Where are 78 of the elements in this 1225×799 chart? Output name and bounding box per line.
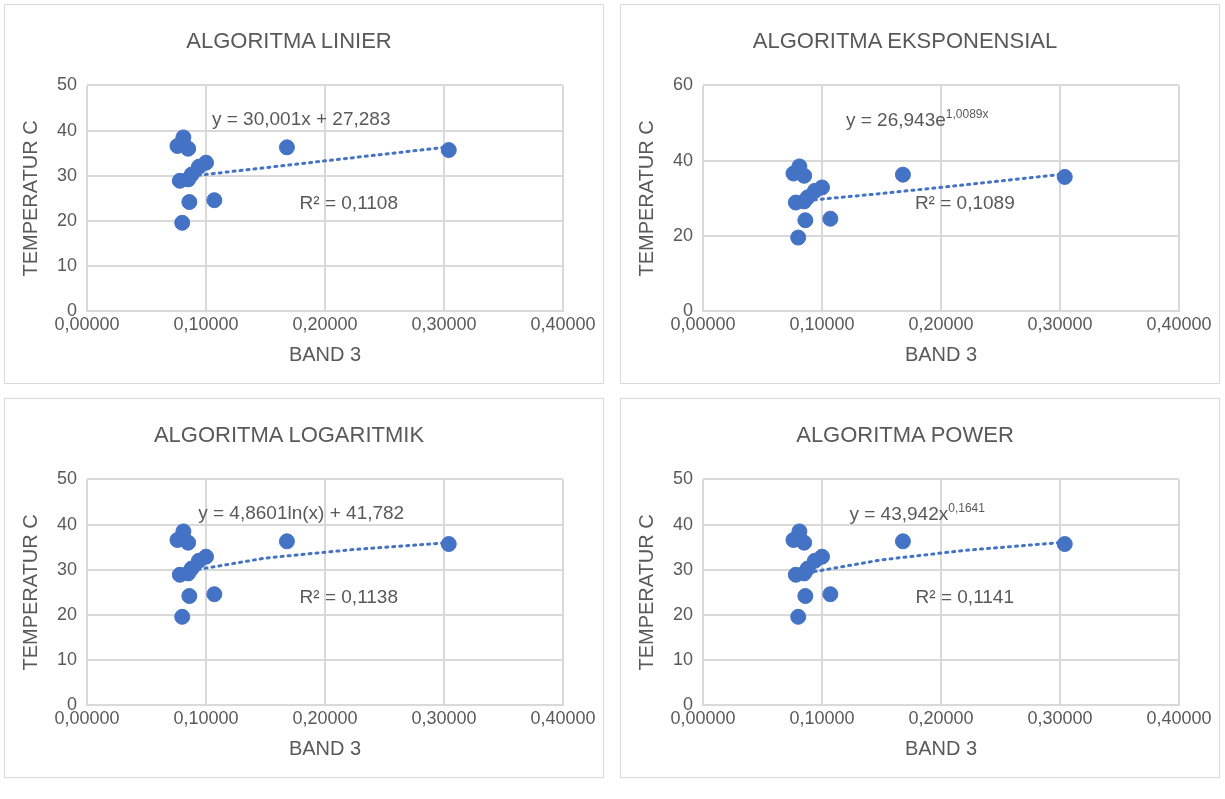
- annotation: y = 30,001x + 27,283: [211, 108, 391, 131]
- annotation: y = 4,8601ln(x) + 41,782: [198, 502, 405, 525]
- y-tick-label: 40: [672, 513, 694, 534]
- point: [206, 192, 223, 209]
- chart-title: ALGORITMA EKSPONENSIAL: [752, 28, 1058, 54]
- point: [278, 139, 295, 156]
- x-axis-title: BAND 3: [288, 342, 362, 365]
- y-tick-label: 10: [56, 649, 78, 670]
- y-tick-label: 10: [672, 649, 694, 670]
- x-tick-label: 0,10000: [789, 708, 855, 729]
- x-tick-label: 0,20000: [292, 314, 358, 335]
- point: [1056, 536, 1073, 553]
- point: [174, 608, 191, 625]
- x-tick-label: 0,30000: [1027, 314, 1093, 335]
- annotation: R² = 0,1108: [299, 191, 398, 214]
- y-tick-label: 40: [56, 513, 78, 534]
- annotation: R² = 0,1138: [299, 585, 398, 608]
- y-tick-label: 50: [56, 74, 78, 95]
- annotation: y = 26,943e$^{1,0089x}$: [845, 107, 989, 131]
- x-tick-label: 0,10000: [173, 708, 239, 729]
- x-tick-label: 0,10000: [173, 314, 239, 335]
- x-axis-title: BAND 3: [288, 736, 362, 759]
- y-tick-label: 30: [56, 164, 78, 185]
- x-tick-label: 0,40000: [530, 314, 596, 335]
- point: [790, 608, 807, 625]
- annotation: R² = 0,1089: [914, 191, 1015, 214]
- chart-title: ALGORITMA LOGARITMIK: [153, 422, 425, 448]
- x-tick-label: 0,40000: [530, 708, 596, 729]
- x-tick-label: 0,20000: [908, 708, 974, 729]
- point: [206, 586, 223, 603]
- y-tick-label: 30: [56, 558, 78, 579]
- y-tick-label: 20: [672, 603, 694, 624]
- x-axis-title: BAND 3: [904, 342, 978, 365]
- y-tick-label: 50: [672, 468, 694, 489]
- y-tick-label: 10: [56, 255, 78, 276]
- point: [822, 586, 839, 603]
- point: [797, 588, 814, 605]
- x-tick-label: 0,40000: [1146, 314, 1212, 335]
- y-axis-title: TEMPERATUR C: [18, 120, 41, 277]
- y-tick-label: 50: [56, 468, 78, 489]
- y-axis-title: TEMPERATUR C: [18, 514, 41, 671]
- x-tick-label: 0,20000: [908, 314, 974, 335]
- y-tick-label: 60: [672, 74, 694, 95]
- y-tick-label: 20: [56, 209, 78, 230]
- annotation: R² = 0,1141: [915, 585, 1014, 608]
- y-tick-label: 20: [672, 225, 694, 246]
- y-axis-title: TEMPERATUR C: [634, 120, 657, 277]
- point: [180, 140, 197, 157]
- y-tick-label: 30: [672, 558, 694, 579]
- point: [796, 167, 813, 184]
- x-tick-label: 0,30000: [411, 314, 477, 335]
- point: [180, 534, 197, 551]
- chart-title: ALGORITMA POWER: [796, 422, 1014, 448]
- point: [796, 534, 813, 551]
- x-tick-label: 0,30000: [411, 708, 477, 729]
- point: [797, 212, 814, 229]
- x-tick-label: 0,20000: [292, 708, 358, 729]
- y-axis-title: TEMPERATUR C: [634, 514, 657, 671]
- point: [894, 166, 911, 183]
- point: [174, 214, 191, 231]
- point: [894, 533, 911, 550]
- point: [440, 142, 457, 159]
- y-tick-label: 40: [56, 119, 78, 140]
- x-tick-label: 0,10000: [789, 314, 855, 335]
- x-tick-label: 0,30000: [1027, 708, 1093, 729]
- y-tick-label: 20: [56, 603, 78, 624]
- x-tick-label: 0,40000: [1146, 708, 1212, 729]
- y-tick-label: 40: [672, 149, 694, 170]
- chart-title: ALGORITMA LINIER: [186, 28, 392, 54]
- point: [440, 536, 457, 553]
- point: [181, 194, 198, 211]
- annotation: y = 43,942x$^{0,1641}$: [849, 501, 985, 525]
- point: [181, 588, 198, 605]
- x-axis-title: BAND 3: [904, 736, 978, 759]
- point: [822, 210, 839, 227]
- point: [790, 229, 807, 246]
- point: [1056, 168, 1073, 185]
- point: [278, 533, 295, 550]
